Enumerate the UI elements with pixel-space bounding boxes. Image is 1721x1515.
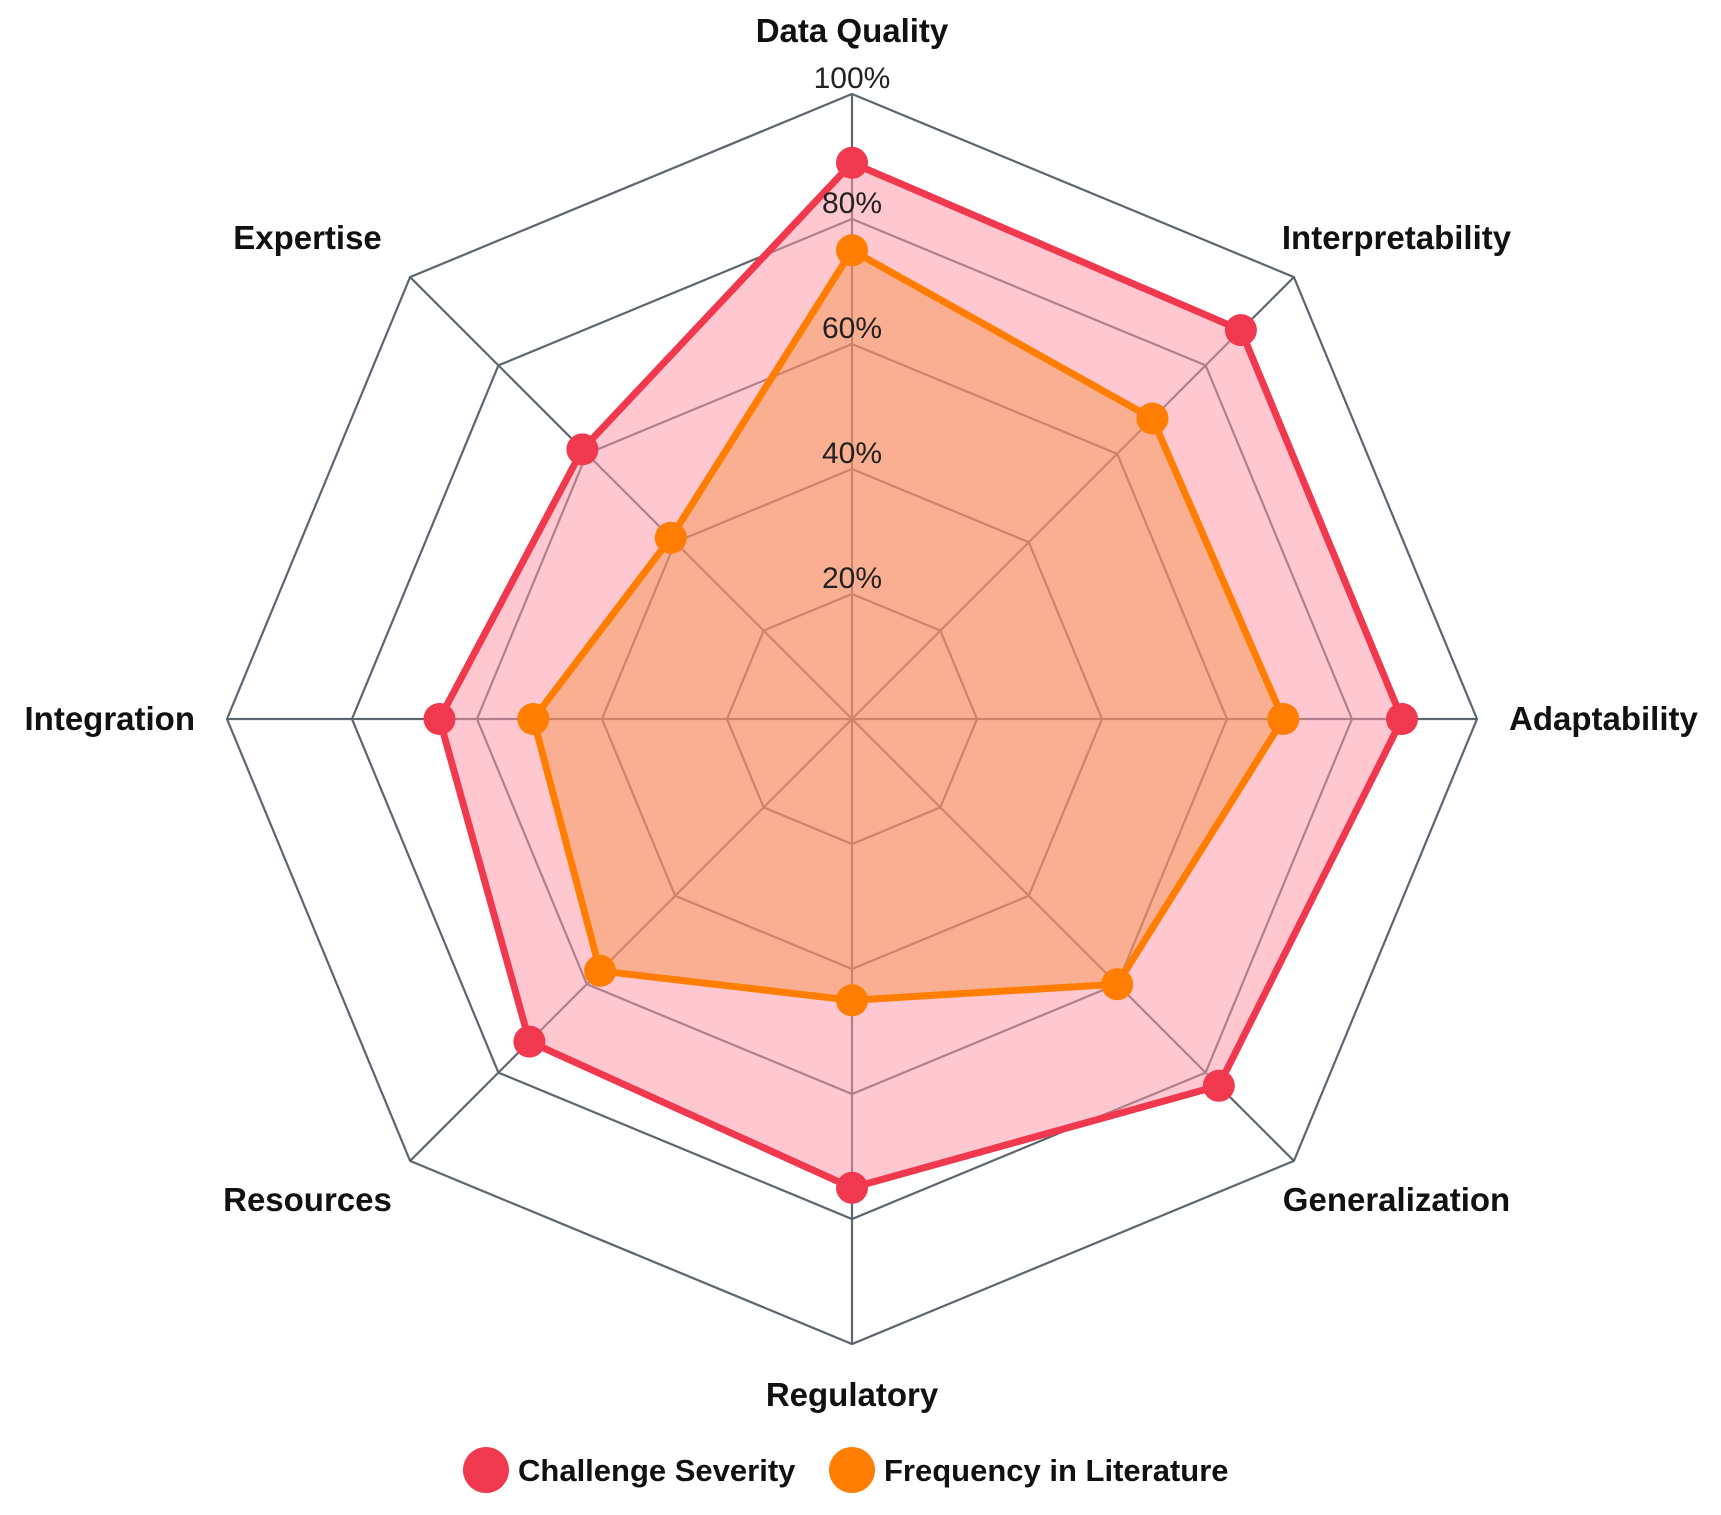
legend-label-challenge-severity: Challenge Severity (518, 1453, 796, 1488)
point-frequency-in-literature-resources (584, 954, 617, 987)
point-challenge-severity-data-quality (836, 146, 868, 179)
point-challenge-severity-interpretability (1224, 314, 1257, 347)
point-frequency-in-literature-regulatory (836, 984, 868, 1017)
legend-item-frequency-in-literature: Frequency in Literature (829, 1447, 1229, 1493)
point-challenge-severity-expertise (566, 433, 599, 466)
tick-label-80: 80% (822, 187, 882, 220)
axis-label-data-quality: Data Quality (756, 12, 949, 49)
point-frequency-in-literature-generalization (1101, 968, 1134, 1001)
point-frequency-in-literature-data-quality (836, 234, 868, 267)
axis-label-generalization: Generalization (1283, 1181, 1510, 1218)
axis-label-integration: Integration (25, 700, 196, 737)
legend-marker-challenge-severity (463, 1447, 509, 1493)
point-frequency-in-literature-adaptability (1267, 703, 1300, 735)
series-areas (436, 159, 1406, 1192)
axis-label-regulatory: Regulatory (766, 1376, 939, 1413)
legend-marker-frequency-in-literature (829, 1447, 875, 1493)
point-challenge-severity-adaptability (1386, 703, 1418, 735)
series-points (423, 146, 1418, 1204)
axis-label-resources: Resources (223, 1181, 392, 1218)
radial-tick-labels: 20% 40% 60% 80% 100% (814, 62, 891, 595)
legend-label-frequency-in-literature: Frequency in Literature (884, 1453, 1229, 1488)
tick-label-100: 100% (814, 62, 891, 95)
axis-label-interpretability: Interpretability (1282, 219, 1512, 256)
axis-labels: Data Quality Interpretability Adaptability… (25, 12, 1699, 1413)
tick-label-40: 40% (822, 437, 882, 470)
axis-label-adaptability: Adaptability (1509, 700, 1698, 737)
point-frequency-in-literature-integration (517, 703, 550, 735)
point-challenge-severity-resources (513, 1025, 546, 1058)
point-frequency-in-literature-interpretability (1136, 402, 1169, 435)
legend: Challenge Severity Frequency in Literatur… (463, 1447, 1229, 1493)
legend-item-challenge-severity: Challenge Severity (463, 1447, 796, 1493)
tick-label-60: 60% (822, 312, 882, 345)
point-challenge-severity-integration (423, 703, 456, 735)
point-challenge-severity-regulatory (836, 1171, 868, 1204)
axis-label-expertise: Expertise (233, 219, 382, 256)
point-frequency-in-literature-expertise (654, 521, 687, 554)
point-challenge-severity-generalization (1202, 1069, 1235, 1102)
tick-label-20: 20% (822, 562, 882, 595)
